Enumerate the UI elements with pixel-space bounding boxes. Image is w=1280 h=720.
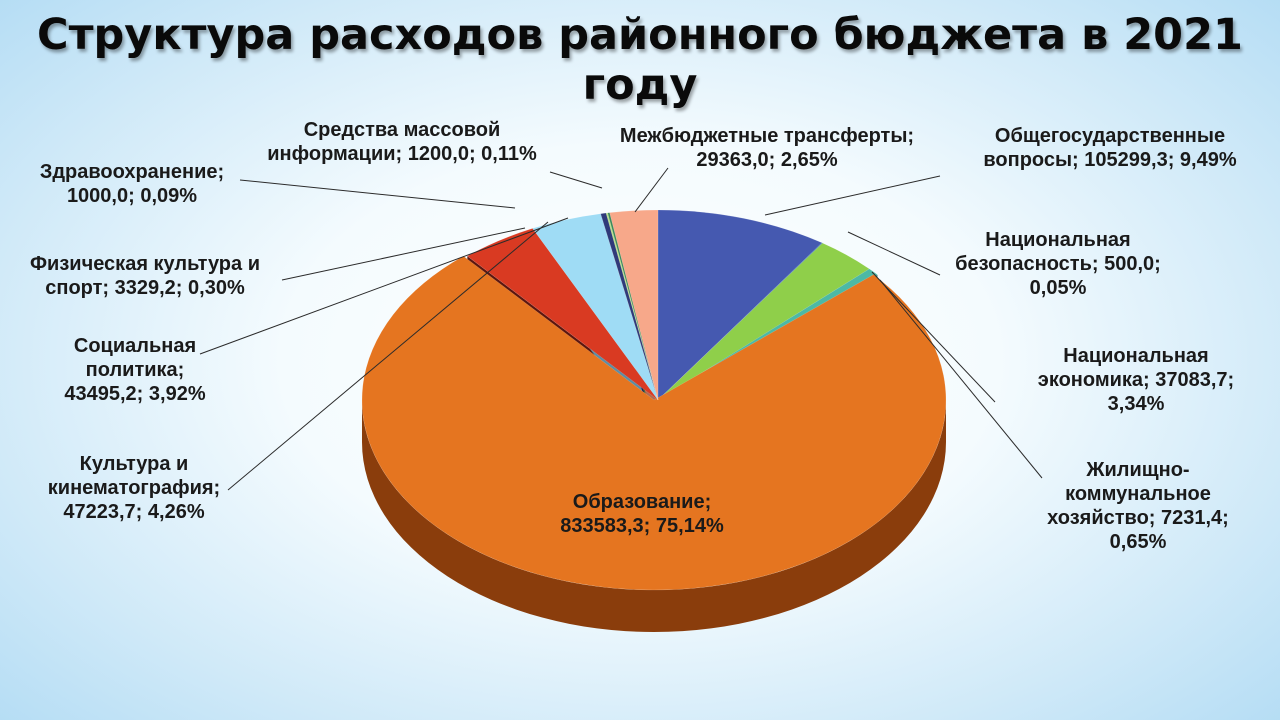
data-label-2: Национальная безопасность; 500,0; 0,05% xyxy=(955,229,1161,299)
data-label-10: Средства массовой информации; 1200,0; 0,1… xyxy=(267,119,537,165)
data-label-1: Общегосударственные вопросы; 105299,3; 9,… xyxy=(983,125,1236,171)
leader-line-10 xyxy=(549,171,603,189)
leader-line-8 xyxy=(281,227,526,281)
pie-slice-6 xyxy=(466,228,659,401)
leader-line-6 xyxy=(227,221,549,491)
pie-slice-5 xyxy=(361,255,947,591)
data-label-7: Социальная политика; 43495,2; 3,92% xyxy=(64,335,205,405)
leader-line-4 xyxy=(879,279,1043,479)
pie-slice-8 xyxy=(600,212,659,401)
leader-line-9 xyxy=(239,179,516,209)
data-label-3: Национальная экономика; 37083,7; 3,34% xyxy=(1038,345,1234,415)
data-label-4: Жилищно-коммунальное хозяйство; 7231,4; 0,… xyxy=(1047,459,1229,553)
leader-line-2 xyxy=(847,231,941,276)
chart-title: Структура расходов районного бюджета в 2… xyxy=(37,10,1243,110)
data-label-9: Здравоохранение; 1000,0; 0,09% xyxy=(40,161,224,207)
data-label-8: Физическая культура и спорт; 3329,2; 0,30… xyxy=(30,253,260,299)
leader-lines xyxy=(199,167,1043,491)
data-label-11: Межбюджетные трансферты; 29363,0; 2,65% xyxy=(620,125,914,171)
data-label-6: Культура и кинематография; 47223,7; 4,26% xyxy=(48,453,220,523)
data-labels: Общегосударственные вопросы; 105299,3; 9,… xyxy=(30,119,1237,553)
pie-side-walls xyxy=(362,400,946,632)
pie-slice-2 xyxy=(657,242,824,401)
pie-slice-10 xyxy=(607,212,659,401)
pie-slices xyxy=(361,209,947,591)
leader-line-3 xyxy=(871,271,996,403)
pie-side-5 xyxy=(362,400,946,632)
pie-slice-9 xyxy=(605,212,659,401)
leader-line-11 xyxy=(634,167,669,213)
pie-slice-1 xyxy=(657,209,823,401)
leader-line-7 xyxy=(199,217,569,355)
pie-slice-3 xyxy=(657,242,870,401)
pie-slice-11 xyxy=(609,209,659,401)
data-label-5: Образование; 833583,3; 75,14% xyxy=(560,491,724,537)
pie-slice-7 xyxy=(532,213,659,401)
leader-line-1 xyxy=(764,175,941,216)
